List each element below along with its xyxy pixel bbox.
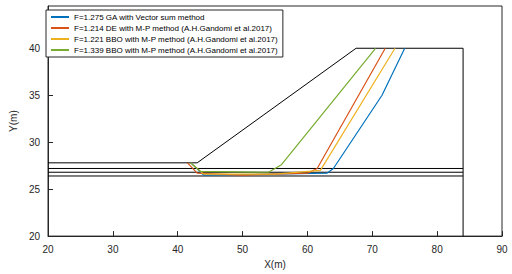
svg-text:F=1.275 GA with Vector sum met: F=1.275 GA with Vector sum method: [74, 13, 205, 22]
svg-text:35: 35: [29, 90, 41, 101]
svg-text:30: 30: [107, 244, 119, 255]
svg-text:20: 20: [29, 231, 41, 242]
svg-text:60: 60: [302, 244, 314, 255]
svg-text:70: 70: [367, 244, 379, 255]
svg-text:F=1.214 DE with M-P method (A.: F=1.214 DE with M-P method (A.H.Gandomi …: [74, 24, 272, 33]
svg-text:80: 80: [432, 244, 444, 255]
svg-text:50: 50: [237, 244, 249, 255]
svg-text:40: 40: [29, 43, 41, 54]
svg-text:F=1.339 BBO with M-P method (A: F=1.339 BBO with M-P method (A.H.Gandomi…: [74, 46, 278, 55]
svg-text:Y(m): Y(m): [8, 110, 19, 132]
svg-text:F=1.221 BBO with M-P method (A: F=1.221 BBO with M-P method (A.H.Gandomi…: [74, 35, 278, 44]
svg-text:90: 90: [496, 244, 508, 255]
svg-text:X(m): X(m): [264, 259, 286, 270]
svg-text:40: 40: [172, 244, 184, 255]
svg-text:20: 20: [42, 244, 54, 255]
svg-text:25: 25: [29, 184, 41, 195]
svg-text:30: 30: [29, 137, 41, 148]
